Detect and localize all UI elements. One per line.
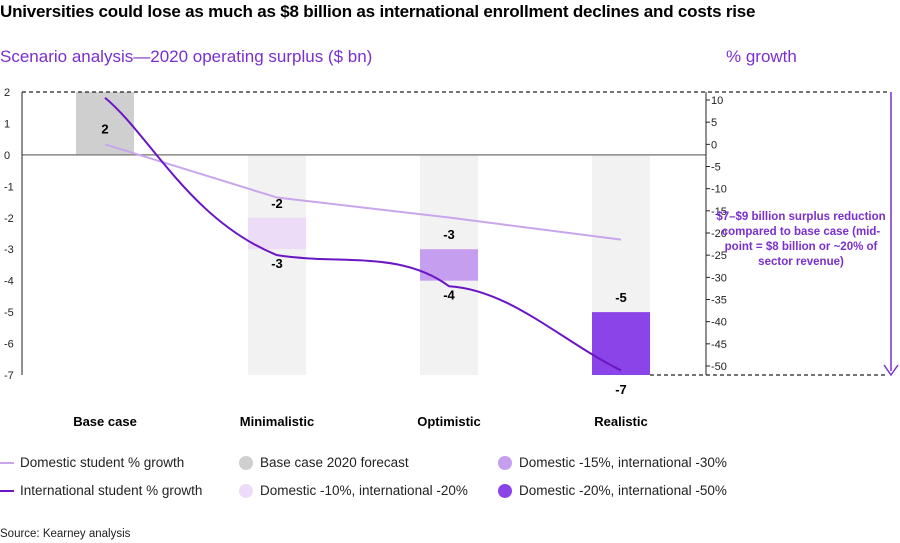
bar-value-label-top: -2: [271, 196, 283, 211]
right-tick-label: -15: [711, 206, 727, 218]
right-tick-label: -5: [711, 162, 721, 174]
chart-title: Universities could lose as much as $8 bi…: [0, 2, 756, 21]
legend-label: Domestic -15%, international -30%: [519, 455, 727, 470]
category-label: Realistic: [594, 414, 647, 429]
legend-item-realistic: Domestic -20%, international -50%: [498, 483, 758, 499]
left-tick-label: 0: [4, 150, 10, 162]
reduction-annotation: $7–$9 billion surplus reduction compared…: [716, 211, 886, 268]
left-tick-label: -2: [4, 213, 14, 225]
legend-line-icon: [0, 462, 14, 465]
source-note: Source: Kearney analysis: [0, 528, 131, 540]
legend-item-base-case: Base case 2020 forecast: [239, 455, 489, 471]
bar-minimalistic: [248, 217, 306, 250]
left-tick-label: -4: [4, 276, 14, 288]
chart-subtitle: Scenario analysis—2020 operating surplus…: [0, 47, 373, 66]
domestic-growth-line: [104, 143, 622, 241]
bar-value-label-bottom: -7: [615, 382, 627, 397]
legend-item-international-line: International student % growth: [0, 483, 230, 498]
legend-label: Base case 2020 forecast: [260, 455, 409, 470]
bar-value-label: 2: [101, 121, 108, 136]
bar-value-label-bottom: -4: [443, 288, 455, 303]
legend-line-icon: [0, 490, 14, 493]
right-tick-label: -45: [711, 339, 727, 351]
bar-value-label-bottom: -3: [271, 256, 283, 271]
legend-label: Domestic -10%, international -20%: [260, 483, 468, 498]
right-tick-label: 0: [711, 139, 717, 151]
legend-label: Domestic student % growth: [20, 455, 185, 470]
bar-value-label-top: -3: [443, 227, 455, 242]
left-tick-label: -7: [4, 370, 14, 382]
bar-optimistic: [420, 249, 478, 281]
left-tick-label: -3: [4, 244, 14, 256]
international-growth-line: [104, 97, 622, 372]
legend-dot-icon: [239, 456, 253, 471]
right-tick-label: -40: [711, 317, 727, 329]
right-tick-label: -35: [711, 295, 727, 307]
category-label: Base case: [73, 414, 137, 429]
right-tick-label: -10: [711, 184, 727, 196]
left-tick-label: 1: [4, 118, 10, 130]
bar-value-label-top: -5: [615, 290, 627, 305]
right-axis-title: % growth: [726, 47, 797, 66]
legend-label: International student % growth: [20, 483, 203, 498]
legend-item-minimalistic: Domestic -10%, international -20%: [239, 483, 499, 499]
legend-item-domestic-line: Domestic student % growth: [0, 455, 230, 470]
left-tick-label: 2: [4, 87, 10, 99]
reduction-arrow-head: [883, 364, 899, 377]
chart-svg: 210-1-2-3-4-5-6-71050-5-10-15-20-25-30-3…: [4, 87, 899, 429]
right-tick-label: -25: [711, 250, 727, 262]
legend-label: Domestic -20%, international -50%: [519, 483, 727, 498]
legend-dot-icon: [498, 456, 512, 471]
bar-realistic: [592, 312, 650, 375]
right-tick-label: -20: [711, 228, 727, 240]
left-tick-label: -5: [4, 307, 14, 319]
legend-item-optimistic: Domestic -15%, international -30%: [498, 455, 758, 471]
category-label: Optimistic: [417, 414, 481, 429]
legend-dot-icon: [498, 484, 512, 499]
right-tick-label: -50: [711, 361, 727, 373]
category-label: Minimalistic: [240, 414, 314, 429]
legend-dot-icon: [239, 484, 253, 499]
left-tick-label: -6: [4, 339, 14, 351]
right-tick-label: -30: [711, 272, 727, 284]
right-tick-label: 10: [711, 95, 723, 107]
left-tick-label: -1: [4, 181, 14, 193]
right-tick-label: 5: [711, 117, 717, 129]
